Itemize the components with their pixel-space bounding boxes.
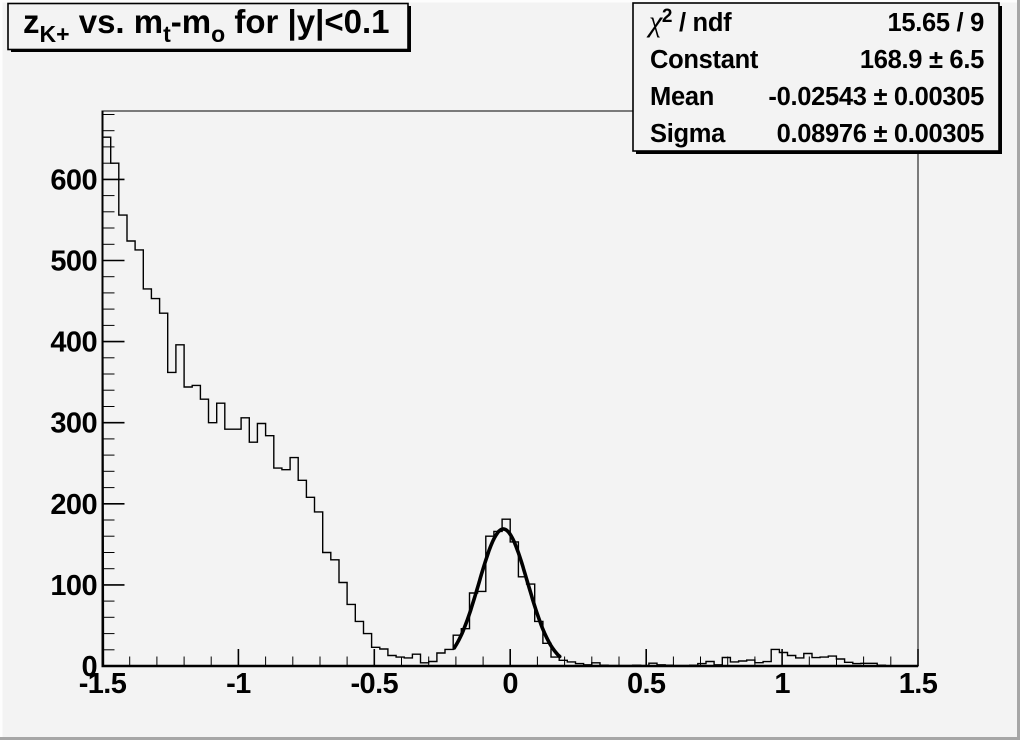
svg-text:0.08976 ± 0.00305: 0.08976 ± 0.00305 xyxy=(777,120,985,148)
svg-text:15.65 / 9: 15.65 / 9 xyxy=(887,9,984,37)
svg-text:168.9 ± 6.5: 168.9 ± 6.5 xyxy=(860,46,984,74)
svg-text:-1.5: -1.5 xyxy=(79,668,127,700)
svg-text:400: 400 xyxy=(50,327,97,359)
svg-text:1: 1 xyxy=(774,668,790,700)
svg-text:0: 0 xyxy=(502,668,518,700)
svg-text:300: 300 xyxy=(50,408,97,440)
svg-text:zK+ vs. mt-mo for |y|<0.1: zK+ vs. mt-mo for |y|<0.1 xyxy=(23,3,389,47)
svg-text:-0.5: -0.5 xyxy=(351,668,399,700)
svg-text:0: 0 xyxy=(81,651,97,683)
svg-text:-0.02543 ± 0.00305: -0.02543 ± 0.00305 xyxy=(768,83,984,111)
svg-text:1.5: 1.5 xyxy=(899,668,938,700)
svg-text:Constant: Constant xyxy=(650,46,759,74)
svg-text:Sigma: Sigma xyxy=(650,120,726,148)
svg-text:500: 500 xyxy=(50,246,97,278)
svg-text:200: 200 xyxy=(50,489,97,521)
svg-text:Mean: Mean xyxy=(650,83,714,111)
svg-text:-1: -1 xyxy=(226,668,251,700)
svg-text:100: 100 xyxy=(50,570,97,602)
svg-text:0.5: 0.5 xyxy=(627,668,666,700)
svg-text:χ2 / ndf: χ2 / ndf xyxy=(646,5,732,38)
svg-text:600: 600 xyxy=(50,164,97,196)
